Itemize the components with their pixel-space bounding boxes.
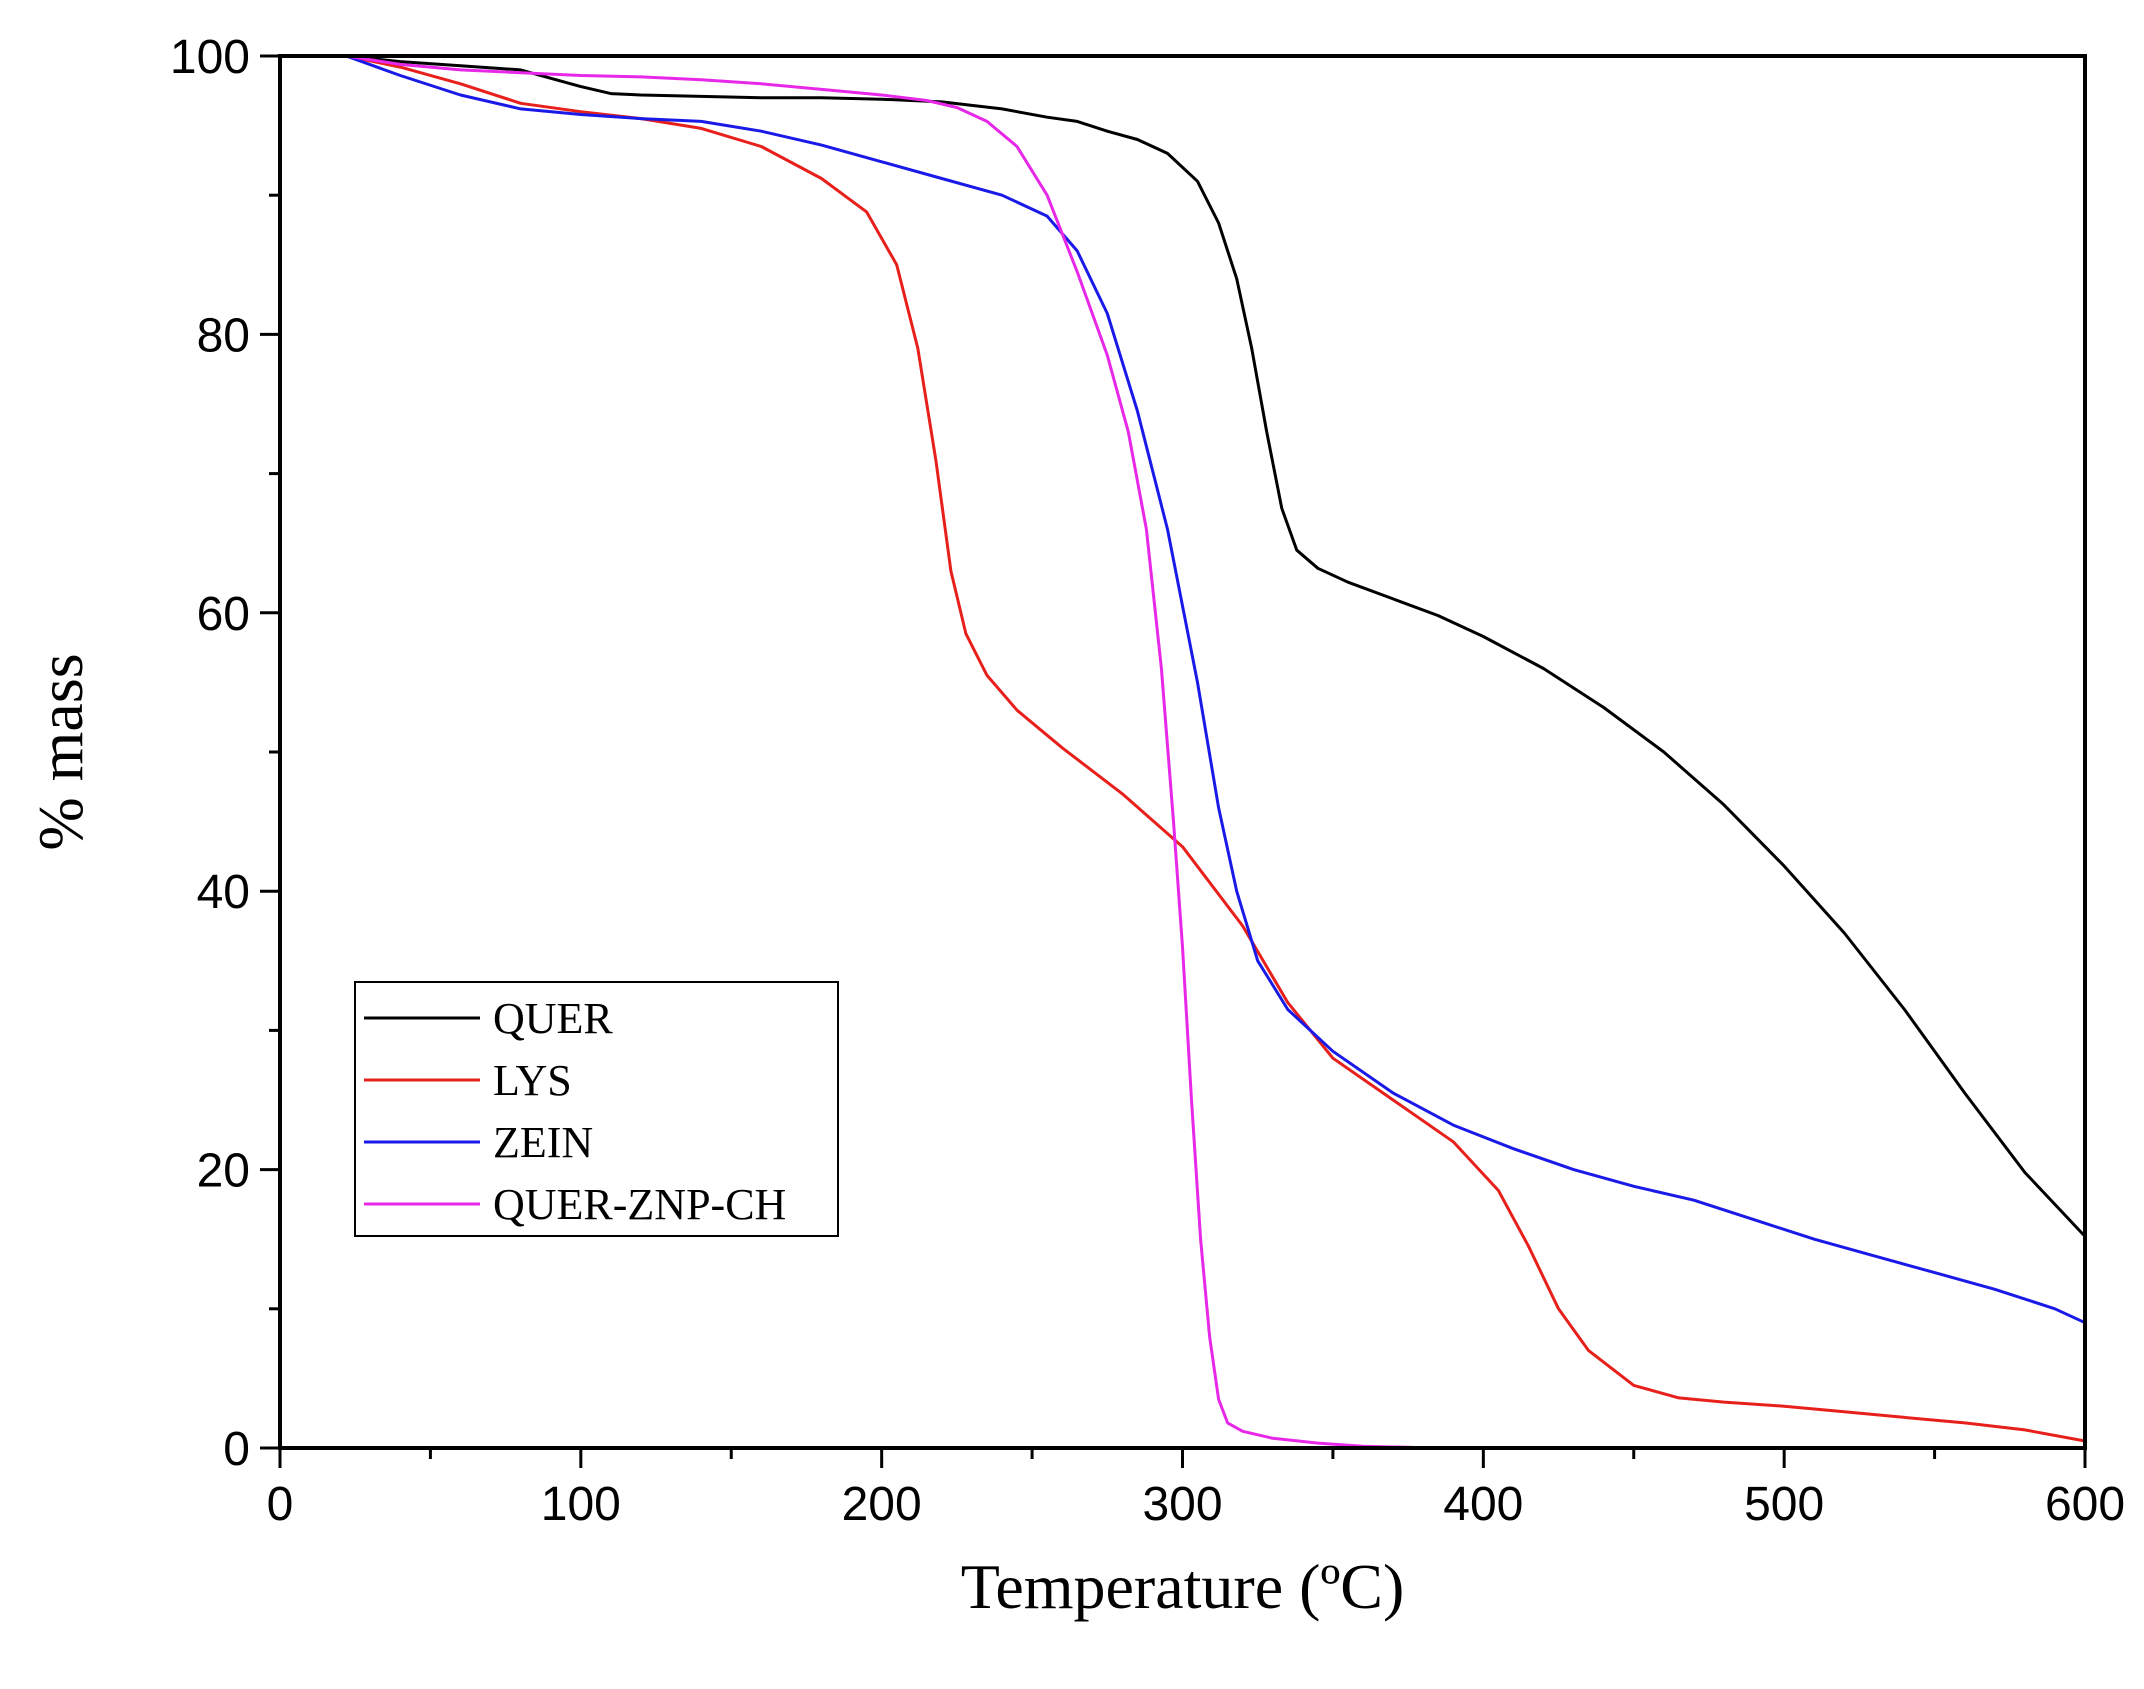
x-tick-label: 0 [267,1478,294,1531]
legend-box [354,981,839,1237]
legend-label: QUER-ZNP-CH [493,1180,786,1229]
y-tick-label: 60 [197,588,250,641]
axis-ticks: 0 100 200 300 400 500 600 0 20 40 60 80 100 [170,31,2125,1531]
y-tick-label: 40 [197,866,250,919]
y-tick-label: 0 [223,1423,250,1476]
y-tick-label: 20 [197,1145,250,1198]
series-line-quer-znp-ch [344,54,1425,1450]
legend-label: QUER [493,994,613,1043]
legend: QUER LYS ZEIN QUER-ZNP-CH [354,981,839,1237]
x-tick-label: 300 [1142,1478,1222,1531]
x-tick-label: 100 [541,1478,621,1531]
x-axis-title: Temperature (ºC) [961,1551,1405,1622]
y-tick-label: 100 [170,31,250,84]
x-tick-label: 500 [1744,1478,1824,1531]
x-tick-label: 600 [2045,1478,2125,1531]
x-tick-label: 200 [842,1478,922,1531]
series-line-quer [344,54,2087,1238]
y-axis-title: % mass [25,653,96,850]
legend-label: ZEIN [493,1118,593,1167]
y-tick-label: 80 [197,309,250,362]
x-tick-label: 400 [1443,1478,1523,1531]
series-layer [344,54,2087,1450]
legend-label: LYS [493,1056,572,1105]
series-line-lys [344,54,2087,1443]
series-line-zein [344,54,2087,1325]
